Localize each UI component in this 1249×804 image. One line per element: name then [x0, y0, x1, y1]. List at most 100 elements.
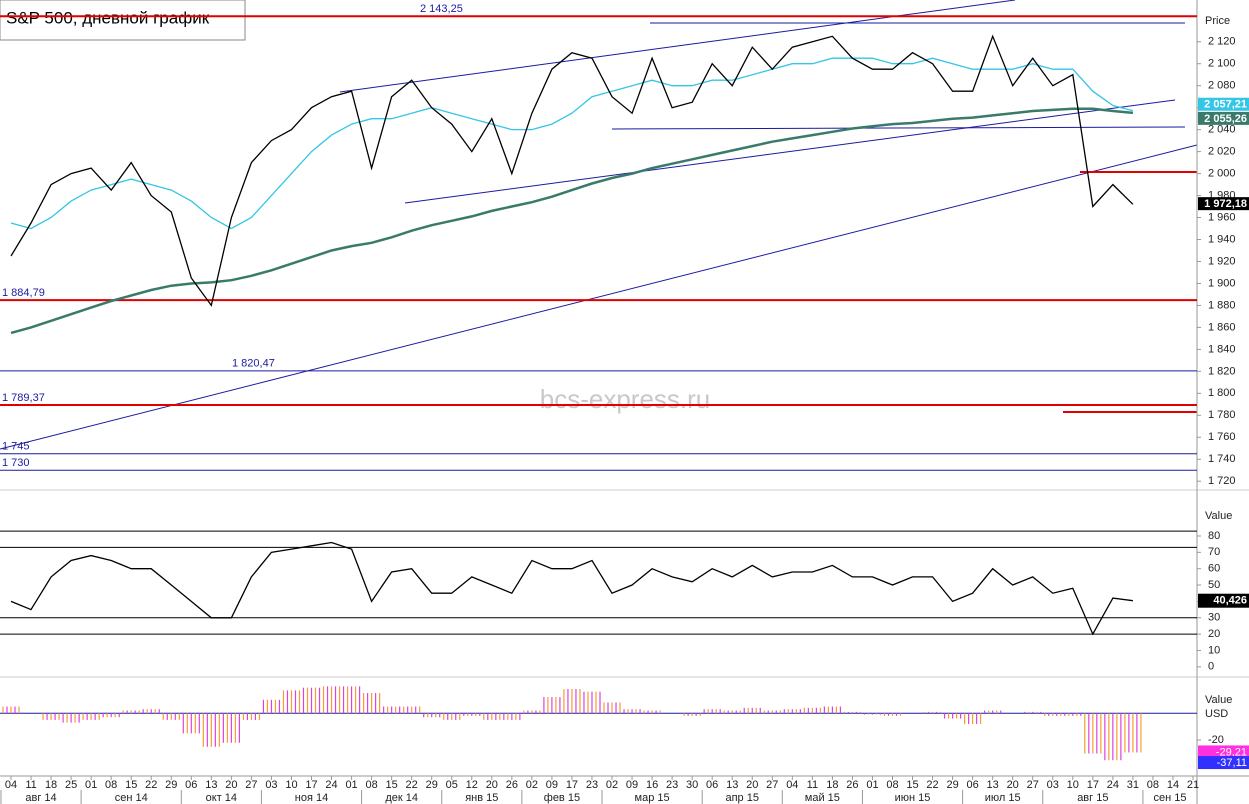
month-label: май 15 — [805, 792, 840, 804]
value-box — [1198, 97, 1249, 111]
x-tick-label: 10 — [285, 779, 297, 791]
month-label: сен 15 — [1153, 792, 1186, 804]
value-box-label: 2 055,26 — [1204, 113, 1247, 125]
x-tick-label: 17 — [1087, 779, 1099, 791]
title-box — [0, 0, 246, 41]
y-tick-label: 2 020 — [1208, 146, 1236, 158]
value-box-label: 2 057,21 — [1204, 99, 1247, 111]
x-tick-label: 26 — [846, 779, 858, 791]
x-tick-label: 03 — [1047, 779, 1059, 791]
month-label: апр 15 — [725, 792, 758, 804]
y-tick-label: 0 — [1208, 661, 1214, 673]
x-tick-label: 13 — [205, 779, 217, 791]
x-tick-label: 20 — [486, 779, 498, 791]
x-tick-label: 20 — [225, 779, 237, 791]
x-tick-label: 06 — [967, 779, 979, 791]
month-label: мар 15 — [635, 792, 670, 804]
x-tick-label: 16 — [646, 779, 658, 791]
x-tick-label: 08 — [1147, 779, 1159, 791]
y-tick-label: 1 780 — [1208, 409, 1236, 421]
x-tick-label: 11 — [25, 779, 36, 791]
value-box-label: 40,426 — [1213, 595, 1247, 607]
level-label: 1 789,37 — [2, 392, 45, 404]
x-tick-label: 27 — [245, 779, 257, 791]
month-label: окт 14 — [206, 792, 237, 804]
month-label: ноя 14 — [295, 792, 328, 804]
x-tick-label: 29 — [165, 779, 177, 791]
value-box-label: 1 972,18 — [1204, 198, 1247, 210]
x-tick-label: 20 — [746, 779, 758, 791]
x-tick-label: 09 — [546, 779, 558, 791]
series-line — [10, 107, 1134, 335]
x-tick-label: 09 — [626, 779, 638, 791]
y-tick-label: 2 120 — [1208, 36, 1236, 48]
x-tick-label: 08 — [886, 779, 898, 791]
y-tick-label: 1 900 — [1208, 277, 1236, 289]
x-tick-label: 11 — [807, 779, 818, 791]
x-tick-label: 23 — [666, 779, 678, 791]
series-line — [10, 34, 1134, 307]
y-tick-label: 1 740 — [1208, 453, 1236, 465]
x-tick-label: 18 — [826, 779, 838, 791]
y-tick-label: 1 720 — [1208, 475, 1236, 487]
x-tick-label: 17 — [305, 779, 317, 791]
x-tick-label: 04 — [786, 779, 798, 791]
y-tick-label: 1 820 — [1208, 365, 1236, 377]
series-line — [10, 57, 1134, 230]
y-tick-label: -20 — [1208, 734, 1224, 746]
month-label: дек 14 — [385, 792, 418, 804]
y-tick-label: 1 840 — [1208, 343, 1236, 355]
x-tick-label: 15 — [906, 779, 918, 791]
x-tick-label: 31 — [1127, 779, 1139, 791]
x-tick-label: 26 — [506, 779, 518, 791]
axis-title: Value — [1205, 510, 1232, 522]
x-tick-label: 10 — [1067, 779, 1079, 791]
x-tick-label: 30 — [686, 779, 698, 791]
level-label: 1 730 — [2, 457, 30, 469]
y-tick-label: 2 080 — [1208, 80, 1236, 92]
month-label: авг 14 — [25, 792, 56, 804]
x-tick-label: 02 — [526, 779, 538, 791]
level-label: 2 143,25 — [420, 3, 463, 15]
x-tick-label: 24 — [325, 779, 337, 791]
x-tick-label: 29 — [946, 779, 958, 791]
value-box — [1198, 593, 1249, 608]
y-tick-label: 10 — [1208, 644, 1220, 656]
x-tick-label: 21 — [1187, 779, 1199, 791]
y-tick-label: 60 — [1208, 563, 1220, 575]
x-tick-label: 06 — [706, 779, 718, 791]
chart-title: S&P 500, дневной график — [6, 8, 210, 27]
y-tick-label: 1 960 — [1208, 211, 1236, 223]
x-tick-label: 03 — [265, 779, 277, 791]
x-tick-label: 08 — [105, 779, 117, 791]
month-label: янв 15 — [465, 792, 498, 804]
y-tick-label: 80 — [1208, 530, 1220, 542]
x-tick-label: 01 — [345, 779, 357, 791]
value-box — [1198, 197, 1249, 211]
x-tick-label: 01 — [866, 779, 878, 791]
x-tick-label: 25 — [65, 779, 77, 791]
y-tick-label: 50 — [1208, 579, 1220, 591]
x-tick-label: 15 — [386, 779, 398, 791]
y-tick-label: 2 000 — [1208, 167, 1236, 179]
x-tick-label: 15 — [125, 779, 137, 791]
month-label: авг 15 — [1077, 792, 1108, 804]
value-box — [1198, 745, 1249, 759]
y-tick-label: 2 040 — [1208, 124, 1236, 136]
value-box — [1198, 111, 1249, 125]
y-tick-label: 1 760 — [1208, 431, 1236, 443]
x-tick-label: 18 — [45, 779, 57, 791]
x-tick-label: 05 — [446, 779, 458, 791]
y-tick-label: 20 — [1208, 628, 1220, 640]
month-label: июл 15 — [985, 792, 1021, 804]
x-tick-label: 22 — [926, 779, 938, 791]
watermark: bcs-express.ru — [540, 384, 711, 414]
x-tick-label: 06 — [185, 779, 197, 791]
x-tick-label: 13 — [726, 779, 738, 791]
trend-lines — [0, 0, 1198, 450]
y-tick-label: 2 100 — [1208, 58, 1236, 70]
x-tick-label: 29 — [426, 779, 438, 791]
month-label: сен 14 — [115, 792, 148, 804]
x-tick-label: 27 — [766, 779, 778, 791]
